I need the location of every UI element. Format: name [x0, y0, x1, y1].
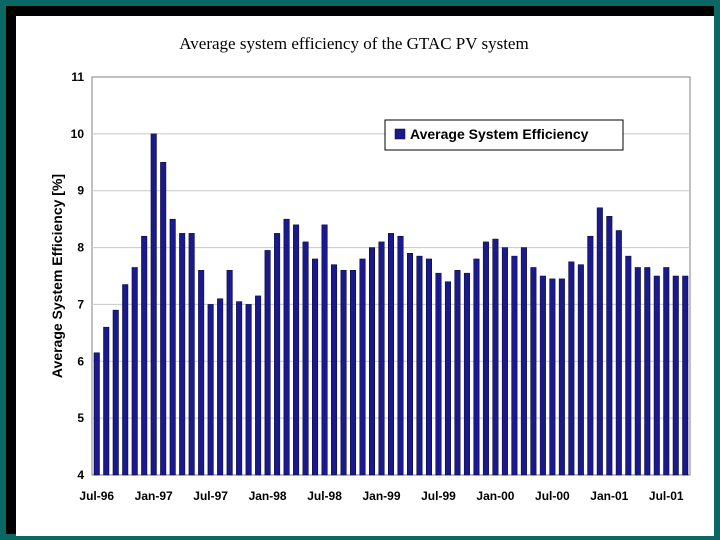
- bar: [274, 233, 281, 476]
- bar: [122, 284, 129, 476]
- bar: [435, 272, 442, 476]
- bar: [558, 278, 565, 476]
- bar: [492, 238, 499, 476]
- legend-swatch: [394, 128, 406, 140]
- y-tick-label: 5: [77, 411, 84, 425]
- bar: [425, 258, 432, 476]
- bar: [406, 253, 413, 476]
- bar: [302, 241, 309, 476]
- x-tick-label: Jan-00: [476, 489, 514, 503]
- y-tick-label: 10: [71, 127, 85, 141]
- bar: [587, 235, 594, 476]
- bar: [283, 218, 290, 476]
- bar: [663, 267, 670, 476]
- bar: [606, 216, 613, 476]
- bar: [473, 258, 480, 476]
- y-tick-label: 6: [77, 354, 84, 368]
- bar: [245, 304, 252, 476]
- bar: [625, 255, 632, 476]
- bar: [150, 133, 157, 476]
- bar: [359, 258, 366, 476]
- bar: [179, 233, 186, 476]
- bar: [530, 267, 537, 476]
- bar: [131, 267, 138, 476]
- bar: [331, 264, 338, 476]
- x-tick-label: Jul-01: [649, 489, 684, 503]
- x-tick-label: Jul-99: [421, 489, 456, 503]
- bar: [644, 267, 651, 476]
- x-tick-label: Jan-01: [590, 489, 628, 503]
- bar: [293, 224, 300, 476]
- bar: [264, 250, 271, 476]
- x-tick-label: Jul-96: [79, 489, 114, 503]
- y-tick-label: 4: [77, 468, 84, 482]
- bar: [378, 241, 385, 476]
- bar: [463, 272, 470, 476]
- bar: [321, 224, 328, 476]
- legend: Average System Efficiency: [384, 119, 624, 151]
- x-tick-labels: Jul-96 Jan-97 Jul-97 Jan-98 Jul-98 Jan-99 Jul-…: [79, 489, 684, 503]
- x-tick-label: Jul-00: [535, 489, 570, 503]
- bar: [539, 275, 546, 476]
- bar: [501, 247, 508, 476]
- bar: [312, 258, 319, 476]
- bar: [634, 267, 641, 476]
- bar: [520, 247, 527, 476]
- bar: [198, 270, 205, 476]
- bar: [226, 270, 233, 476]
- bar: [112, 309, 119, 476]
- y-axis-label: Average System Efficiency [%]: [49, 174, 65, 378]
- bar: [444, 281, 451, 476]
- bar: [682, 275, 689, 476]
- legend-box: [384, 119, 624, 151]
- bar: [141, 235, 148, 476]
- bar: [188, 233, 195, 476]
- bar: [160, 162, 167, 476]
- bar: [397, 235, 404, 476]
- chart-title: Average system efficiency of the GTAC PV…: [179, 34, 529, 53]
- y-tick-label: 11: [71, 70, 84, 84]
- x-tick-label: Jul-98: [307, 489, 342, 503]
- bar: [511, 255, 518, 476]
- bar: [577, 264, 584, 476]
- bar: [350, 270, 357, 476]
- bars: [93, 133, 689, 476]
- bar: [482, 241, 489, 476]
- y-tick-labels: 4 5 6 7 8 9 10 11: [71, 70, 85, 482]
- bar: [207, 304, 214, 476]
- bar: [93, 352, 100, 476]
- bar: [549, 278, 556, 476]
- bar: [169, 218, 176, 476]
- bar: [416, 255, 423, 476]
- bar: [596, 207, 603, 476]
- bar: [255, 295, 262, 476]
- bar: [103, 326, 110, 476]
- bar: [454, 270, 461, 476]
- y-tick-label: 7: [77, 297, 84, 311]
- bar: [369, 247, 376, 476]
- bar: [340, 270, 347, 476]
- bar: [388, 233, 395, 476]
- x-tick-label: Jan-99: [362, 489, 400, 503]
- bar: [217, 298, 224, 476]
- x-tick-label: Jan-97: [135, 489, 173, 503]
- x-tick-label: Jul-97: [193, 489, 228, 503]
- bar: [236, 301, 243, 476]
- legend-label: Average System Efficiency: [410, 126, 589, 142]
- bar: [653, 275, 660, 476]
- y-tick-label: 9: [77, 184, 84, 198]
- bar: [672, 275, 679, 476]
- x-tick-label: Jan-98: [249, 489, 287, 503]
- y-tick-label: 8: [77, 241, 84, 255]
- bar: [615, 230, 622, 476]
- bar: [568, 261, 575, 476]
